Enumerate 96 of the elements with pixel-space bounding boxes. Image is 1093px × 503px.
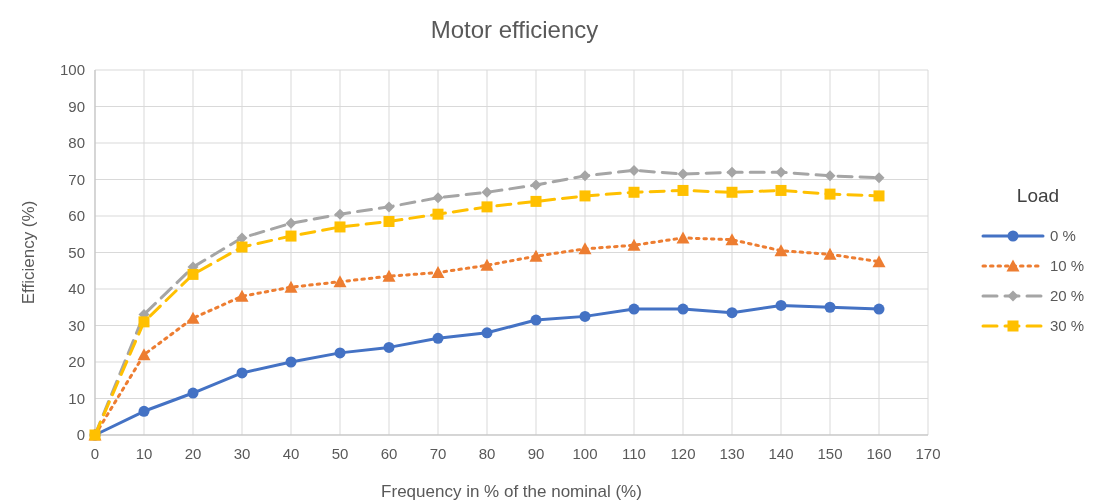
- point: [579, 310, 591, 322]
- legend-label: 10 %: [1050, 257, 1085, 275]
- point: [383, 341, 395, 353]
- point: [481, 201, 493, 213]
- y-tick-label: 100: [59, 61, 85, 79]
- point: [529, 249, 543, 262]
- point: [628, 164, 640, 176]
- point: [432, 332, 444, 344]
- point: [481, 327, 493, 339]
- point: [530, 195, 542, 207]
- point: [579, 170, 591, 182]
- point: [628, 303, 640, 315]
- point: [872, 255, 886, 268]
- x-tick-label: 50: [331, 445, 349, 462]
- point: [775, 299, 787, 311]
- point: [628, 186, 640, 198]
- point: [530, 314, 542, 326]
- x-tick-label: 70: [429, 445, 447, 462]
- point: [578, 242, 592, 255]
- point: [138, 316, 150, 328]
- point: [432, 192, 444, 204]
- point: [873, 303, 885, 315]
- point: [186, 311, 200, 324]
- point: [676, 231, 690, 244]
- legend-label: 30 %: [1050, 317, 1085, 335]
- point: [677, 168, 689, 180]
- x-tick-label: 110: [622, 445, 646, 462]
- point: [333, 275, 347, 288]
- y-axis-title: Efficiency (%): [19, 200, 38, 305]
- point: [334, 347, 346, 359]
- point: [382, 269, 396, 282]
- point: [236, 367, 248, 379]
- point: [530, 179, 542, 191]
- y-tick-label: 60: [68, 207, 85, 225]
- y-tick-label: 20: [68, 353, 85, 371]
- point: [774, 244, 788, 257]
- point: [824, 301, 836, 313]
- point: [284, 280, 298, 293]
- point: [726, 166, 738, 178]
- y-tick-label: 10: [68, 389, 85, 407]
- legend-title: Load: [1016, 185, 1060, 206]
- point: [187, 387, 199, 399]
- point: [235, 289, 249, 302]
- y-tick-label: 90: [68, 97, 85, 115]
- x-tick-label: 40: [282, 445, 300, 462]
- y-tick-label: 80: [68, 134, 85, 152]
- point: [480, 258, 494, 271]
- point: [285, 217, 297, 229]
- y-tick-label: 30: [68, 316, 85, 334]
- x-axis-title: Frequency in % of the nominal (%): [381, 482, 642, 501]
- point: [334, 208, 346, 220]
- x-tick-label: 140: [768, 445, 794, 462]
- x-tick-label: 0: [90, 445, 100, 462]
- x-tick-label: 80: [478, 445, 496, 462]
- point: [431, 266, 445, 279]
- point: [579, 190, 591, 202]
- x-tick-label: 160: [866, 445, 892, 462]
- point: [726, 307, 738, 319]
- y-tick-label: 50: [68, 243, 85, 261]
- legend-label: 0 %: [1050, 227, 1076, 245]
- legend-label: 20 %: [1050, 287, 1085, 305]
- point: [775, 184, 787, 196]
- point: [823, 247, 837, 260]
- point: [677, 303, 689, 315]
- point: [824, 188, 836, 200]
- point: [725, 233, 739, 246]
- point: [383, 201, 395, 213]
- x-tick-label: 120: [670, 445, 696, 462]
- x-tick-label: 30: [233, 445, 251, 462]
- point: [383, 215, 395, 227]
- chart-title: Motor efficiency: [430, 16, 599, 43]
- point: [138, 405, 150, 417]
- x-tick-label: 150: [817, 445, 843, 462]
- point: [726, 186, 738, 198]
- point: [137, 348, 151, 361]
- x-tick-label: 10: [135, 445, 153, 462]
- point: [873, 190, 885, 202]
- point: [873, 172, 885, 184]
- point: [334, 221, 346, 233]
- point: [236, 241, 248, 253]
- point: [677, 184, 689, 196]
- point: [285, 356, 297, 368]
- x-tick-label: 20: [184, 445, 202, 462]
- y-tick-label: 40: [68, 280, 85, 298]
- x-tick-label: 100: [572, 445, 598, 462]
- point: [627, 238, 641, 251]
- x-tick-label: 130: [719, 445, 745, 462]
- x-tick-label: 90: [527, 445, 545, 462]
- y-tick-label: 0: [76, 426, 85, 444]
- x-tick-label: 60: [380, 445, 398, 462]
- x-tick-label: 170: [915, 445, 941, 462]
- point: [432, 208, 444, 220]
- point: [481, 186, 493, 198]
- point: [187, 268, 199, 280]
- point: [285, 230, 297, 242]
- y-tick-label: 70: [68, 170, 85, 188]
